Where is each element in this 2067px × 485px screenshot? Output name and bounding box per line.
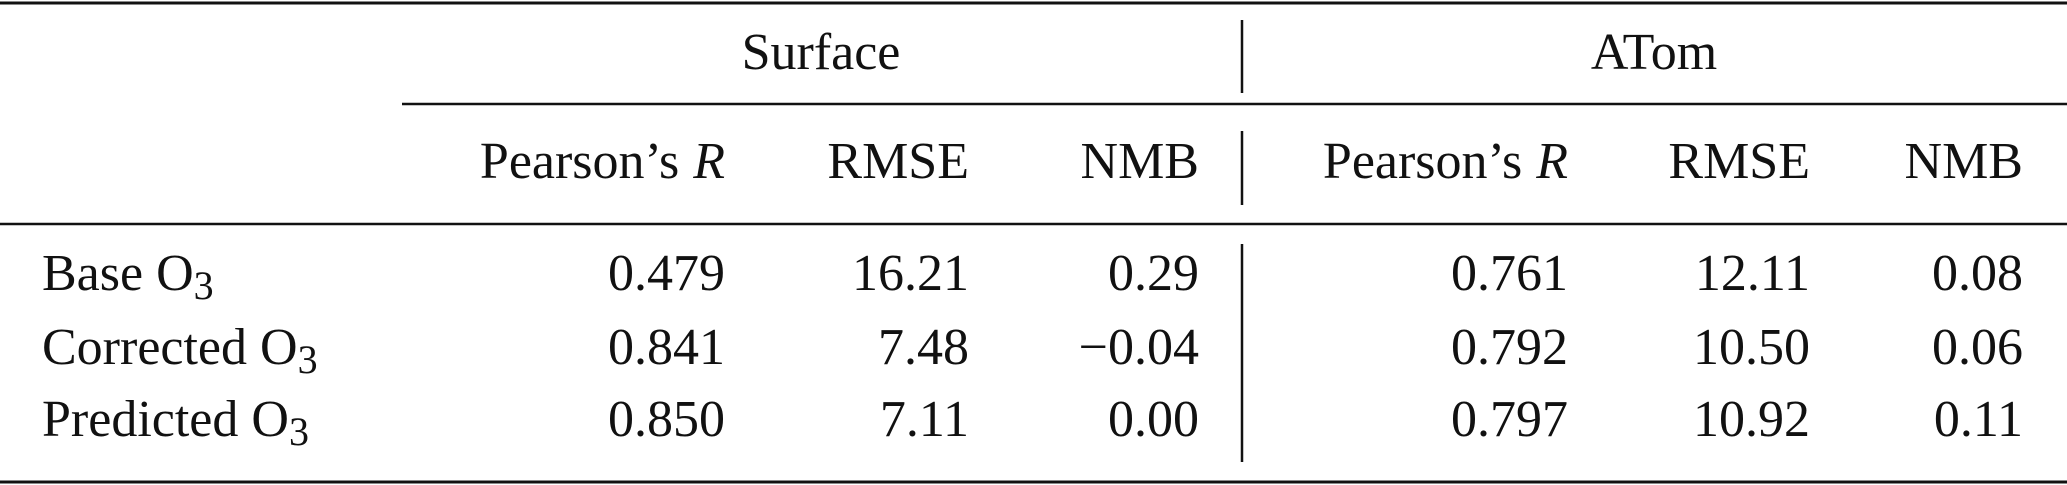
cell: 0.29 [1108,245,1199,302]
column-symbol: R [1535,133,1568,190]
cell: 0.11 [1934,391,2023,448]
cell: 0.850 [608,391,725,448]
cell: −0.04 [1079,319,1199,376]
column-label: Pearson’s [480,133,679,190]
column-label: RMSE [827,133,969,190]
cell: 10.92 [1693,391,1810,448]
cell: 7.48 [878,319,969,376]
row-label-text: Base O [42,245,194,302]
cell: 0.479 [608,245,725,302]
cell: 0.792 [1451,319,1568,376]
column-label: NMB [1081,133,1199,190]
row-label-subscript: 3 [194,263,214,308]
cell: 0.06 [1932,319,2023,376]
cell: 16.21 [852,245,969,302]
row-label: Predicted O3 [42,391,309,454]
column-header: Pearson’s R [480,133,725,190]
row-label-text: Corrected O [42,319,298,376]
cell: 0.00 [1108,391,1199,448]
group-header: ATom [1591,24,1717,81]
column-header: NMB [1081,133,1199,190]
column-symbol: R [692,133,725,190]
column-header: NMB [1905,133,2023,190]
cell: 0.797 [1451,391,1568,448]
column-header: RMSE [827,133,969,190]
cell: 10.50 [1693,319,1810,376]
column-header: Pearson’s R [1323,133,1568,190]
column-header: RMSE [1668,133,1810,190]
row-label: Corrected O3 [42,319,318,382]
row-label: Base O3 [42,245,214,308]
column-label: NMB [1905,133,2023,190]
column-label: RMSE [1668,133,1810,190]
group-header: Surface [742,24,901,81]
cell: 7.11 [880,391,969,448]
row-label-subscript: 3 [289,409,309,454]
cell: 0.08 [1932,245,2023,302]
column-label: Pearson’s [1323,133,1522,190]
row-label-subscript: 3 [298,337,318,382]
cell: 0.761 [1451,245,1568,302]
cell: 0.841 [608,319,725,376]
row-label-text: Predicted O [42,391,289,448]
cell: 12.11 [1695,245,1810,302]
